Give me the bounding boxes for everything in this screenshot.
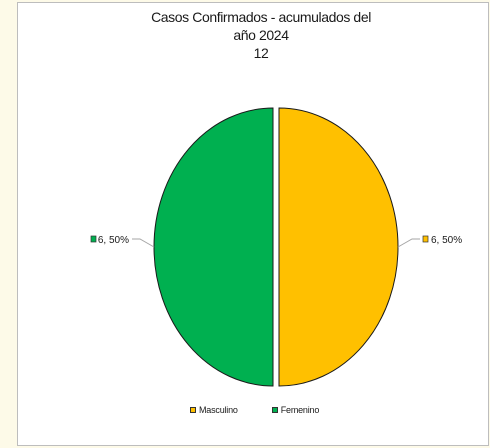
data-label-masculino: 6, 50% — [422, 235, 462, 246]
chart-title-line-2: año 2024 — [233, 27, 289, 43]
legend-item-femenino: Femenino — [271, 405, 320, 415]
legend-swatch-femenino — [271, 407, 278, 413]
leader-line-femenino — [132, 238, 155, 248]
legend-label-femenino: Femenino — [280, 405, 320, 415]
data-label-key-femenino — [90, 235, 97, 243]
pie-slice-femenino — [153, 107, 274, 387]
chart-title-line-3: 12 — [253, 45, 269, 61]
legend-item-masculino: Masculino — [190, 405, 238, 415]
data-label-text-femenino: 6, 50% — [98, 235, 129, 246]
data-label-text-masculino: 6, 50% — [431, 235, 462, 246]
legend-label-masculino: Masculino — [199, 405, 238, 415]
pie-slice-masculino — [278, 107, 399, 387]
legend-swatch-masculino — [190, 407, 196, 413]
chart-title-line-1: Casos Confirmados - acumulados del — [151, 9, 371, 25]
chart-legend: Masculino Femenino — [190, 405, 353, 415]
leader-line-masculino — [397, 238, 420, 248]
data-label-key-masculino — [422, 235, 429, 243]
data-label-femenino: 6, 50% — [90, 235, 129, 246]
